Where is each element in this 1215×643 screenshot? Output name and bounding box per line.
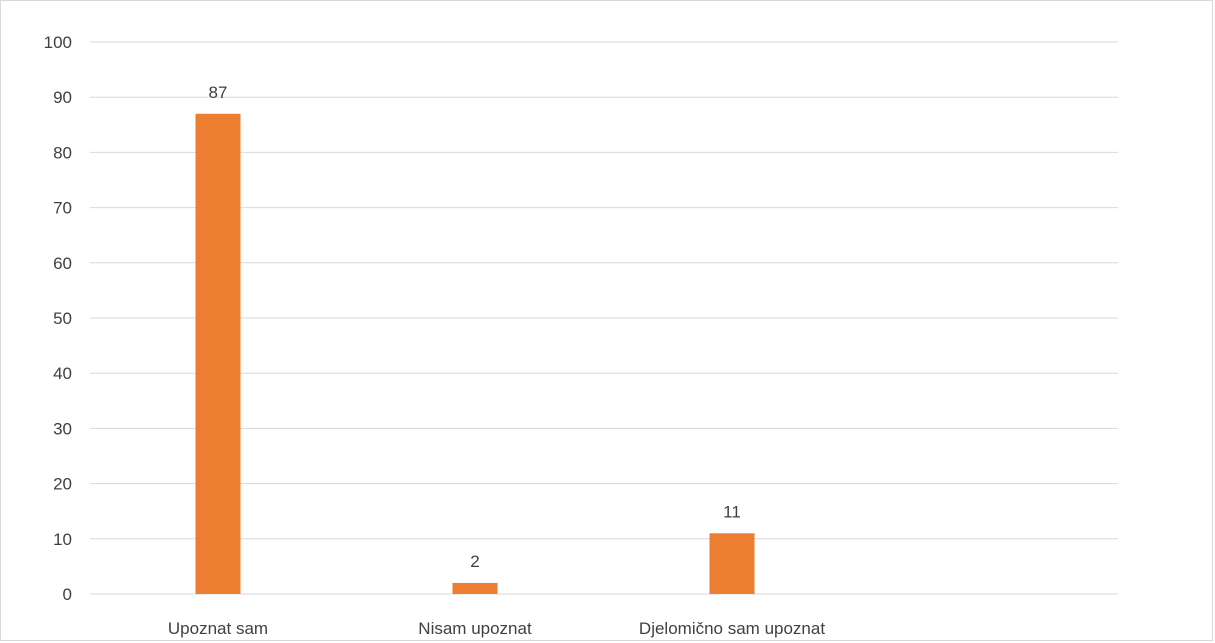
category-label: Djelomično sam upoznat [639, 619, 825, 638]
y-tick-label: 90 [53, 88, 72, 107]
bar [452, 582, 498, 594]
category-labels: Upoznat sam Nisam upoznat Djelomično sam u… [168, 619, 825, 638]
category-label: Nisam upoznat [418, 619, 532, 638]
y-tick-label: 10 [53, 530, 72, 549]
y-tick-label: 60 [53, 254, 72, 273]
y-tick-label: 0 [63, 585, 72, 604]
bar [709, 533, 755, 594]
grid-lines [90, 41, 1118, 595]
y-tick-label: 80 [53, 143, 72, 162]
bar [195, 113, 241, 594]
data-label: 2 [470, 552, 479, 571]
data-labels: 87 2 11 [209, 83, 741, 571]
y-tick-label: 30 [53, 419, 72, 438]
data-label: 87 [209, 83, 228, 102]
y-tick-label: 20 [53, 475, 72, 494]
bars [195, 113, 755, 594]
y-tick-label: 40 [53, 364, 72, 383]
y-tick-label: 70 [53, 199, 72, 218]
data-label: 11 [723, 502, 741, 521]
y-tick-label: 50 [53, 309, 72, 328]
y-axis-tick-labels: 0 10 20 30 40 50 60 70 80 90 100 [44, 33, 72, 604]
y-tick-label: 100 [44, 33, 72, 52]
category-label: Upoznat sam [168, 619, 268, 638]
